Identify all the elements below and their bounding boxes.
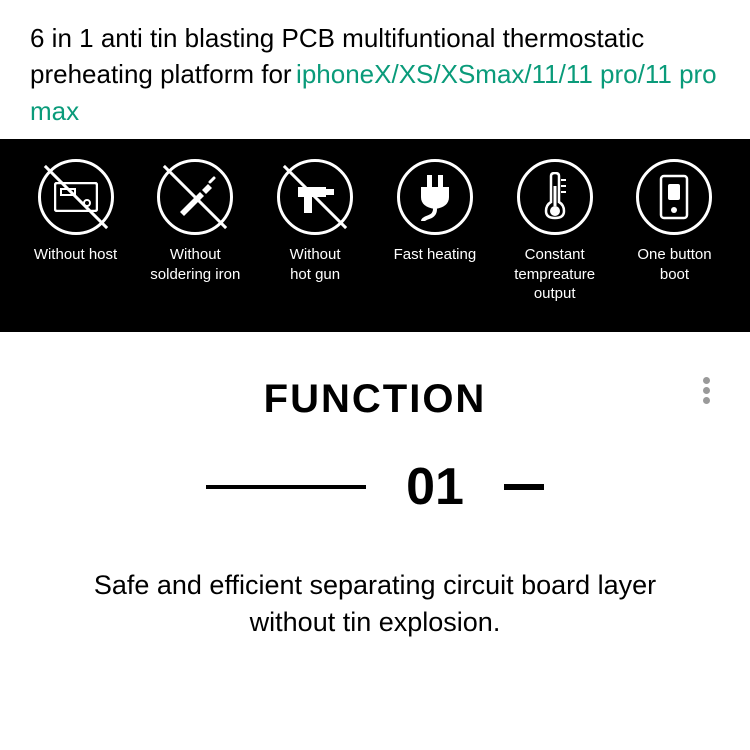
feature-fast-heating: Fast heating	[377, 159, 492, 304]
feature-without-host: Without host	[18, 159, 133, 304]
hot-gun-icon	[277, 159, 353, 235]
divider-left	[206, 485, 366, 489]
feature-one-button-boot: One button boot	[617, 159, 732, 304]
function-title-row: FUNCTION	[0, 377, 750, 422]
dot	[703, 397, 710, 404]
feature-label: Without hot gun	[290, 245, 341, 284]
feature-label: Without host	[34, 245, 117, 265]
function-title: FUNCTION	[264, 377, 487, 422]
dot	[703, 387, 710, 394]
header-section: 6 in 1 anti tin blasting PCB multifuntio…	[0, 0, 750, 139]
feature-label: One button boot	[637, 245, 711, 284]
feature-label: Fast heating	[394, 245, 477, 265]
feature-label: Constant tempreature output	[514, 245, 595, 304]
features-band: Without host Without soldering iron With…	[0, 139, 750, 332]
dot	[703, 377, 710, 384]
plug-icon	[397, 159, 473, 235]
function-section: FUNCTION 01 Safe and efficient separatin…	[0, 332, 750, 643]
function-description: Safe and efficient separating circuit bo…	[0, 567, 750, 643]
thermometer-icon	[517, 159, 593, 235]
function-number: 01	[406, 457, 464, 517]
feature-without-hot-gun: Without hot gun	[258, 159, 373, 304]
button-icon	[636, 159, 712, 235]
soldering-iron-icon	[157, 159, 233, 235]
divider-right	[504, 484, 544, 490]
feature-constant-temperature: Constant tempreature output	[497, 159, 612, 304]
host-icon	[38, 159, 114, 235]
decorative-dots	[703, 377, 710, 404]
function-number-row: 01	[0, 457, 750, 517]
feature-label: Without soldering iron	[150, 245, 240, 284]
feature-without-soldering-iron: Without soldering iron	[138, 159, 253, 304]
